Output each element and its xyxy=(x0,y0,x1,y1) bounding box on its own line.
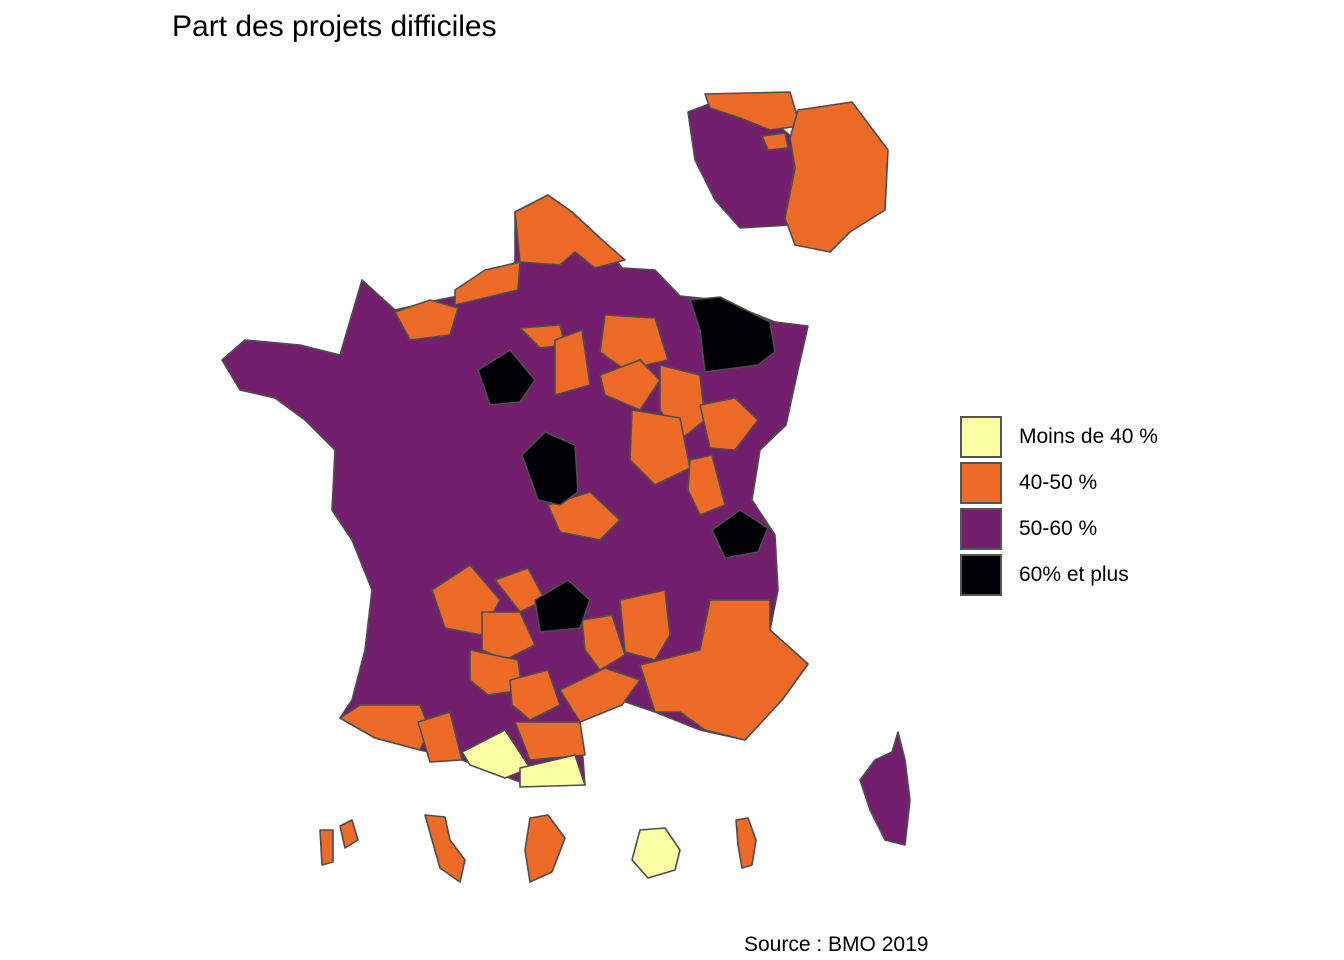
legend-item: Moins de 40 % xyxy=(960,414,1158,460)
region-aube xyxy=(599,314,669,371)
legend-swatch xyxy=(960,554,1002,596)
legend-label: 50-60 % xyxy=(1019,517,1098,540)
region-calvados xyxy=(394,299,459,341)
legend-swatch xyxy=(960,508,1002,550)
region-idf-paris xyxy=(761,132,789,151)
region-idf-north xyxy=(704,91,801,131)
region-haute-garonne-west xyxy=(417,711,463,763)
region-hautes-pyrenees xyxy=(461,729,531,779)
region-tarn xyxy=(509,669,561,721)
region-ain xyxy=(687,454,726,516)
region-doubs xyxy=(699,397,759,451)
region-lot xyxy=(481,611,536,661)
legend-label: Moins de 40 % xyxy=(1019,425,1158,448)
source-caption: Source : BMO 2019 xyxy=(744,933,929,956)
region-saone xyxy=(629,409,691,486)
legend-swatch xyxy=(960,416,1002,458)
region-aude xyxy=(514,721,586,761)
legend-item: 50-60 % xyxy=(960,506,1158,552)
region-cote-dor xyxy=(599,359,661,411)
region-cantal xyxy=(534,579,591,633)
legend-label: 40-50 % xyxy=(1019,471,1098,494)
region-guyane xyxy=(524,814,566,883)
region-gard-herault xyxy=(559,667,641,723)
region-idf-seine-marne xyxy=(784,101,889,253)
legend-item: 60% et plus xyxy=(960,552,1158,598)
region-guadeloupe xyxy=(319,819,359,866)
region-haute-savoie xyxy=(711,509,769,559)
region-eure-et-loir xyxy=(477,349,536,406)
region-martinique xyxy=(424,814,466,883)
region-landes-pyrenees xyxy=(339,704,431,751)
region-allier xyxy=(547,491,621,541)
region-paca xyxy=(639,599,809,741)
region-cher xyxy=(521,431,579,506)
region-ariege xyxy=(519,754,586,788)
map-legend: Moins de 40 % 40-50 % 50-60 % 60% et plu… xyxy=(960,414,1158,598)
region-reunion xyxy=(631,827,681,879)
region-nord xyxy=(514,194,626,269)
region-tarn-garonne xyxy=(469,649,523,696)
legend-label: 60% et plus xyxy=(1019,563,1129,586)
map-title: Part des projets difficiles xyxy=(172,10,497,43)
region-ardeche xyxy=(581,614,626,671)
region-normandie xyxy=(454,261,521,306)
legend-item: 40-50 % xyxy=(960,460,1158,506)
region-drome xyxy=(619,589,671,661)
region-moselle xyxy=(689,296,776,373)
legend-swatch xyxy=(960,462,1002,504)
region-loiret xyxy=(554,329,591,396)
region-mayotte xyxy=(735,817,757,869)
region-corse xyxy=(859,731,911,846)
